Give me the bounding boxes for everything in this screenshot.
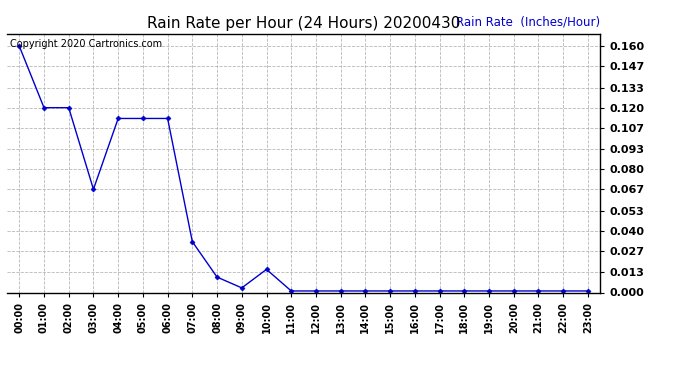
Text: Rain Rate  (Inches/Hour): Rain Rate (Inches/Hour) (456, 16, 600, 28)
Text: Copyright 2020 Cartronics.com: Copyright 2020 Cartronics.com (10, 39, 162, 49)
Title: Rain Rate per Hour (24 Hours) 20200430: Rain Rate per Hour (24 Hours) 20200430 (147, 16, 460, 31)
